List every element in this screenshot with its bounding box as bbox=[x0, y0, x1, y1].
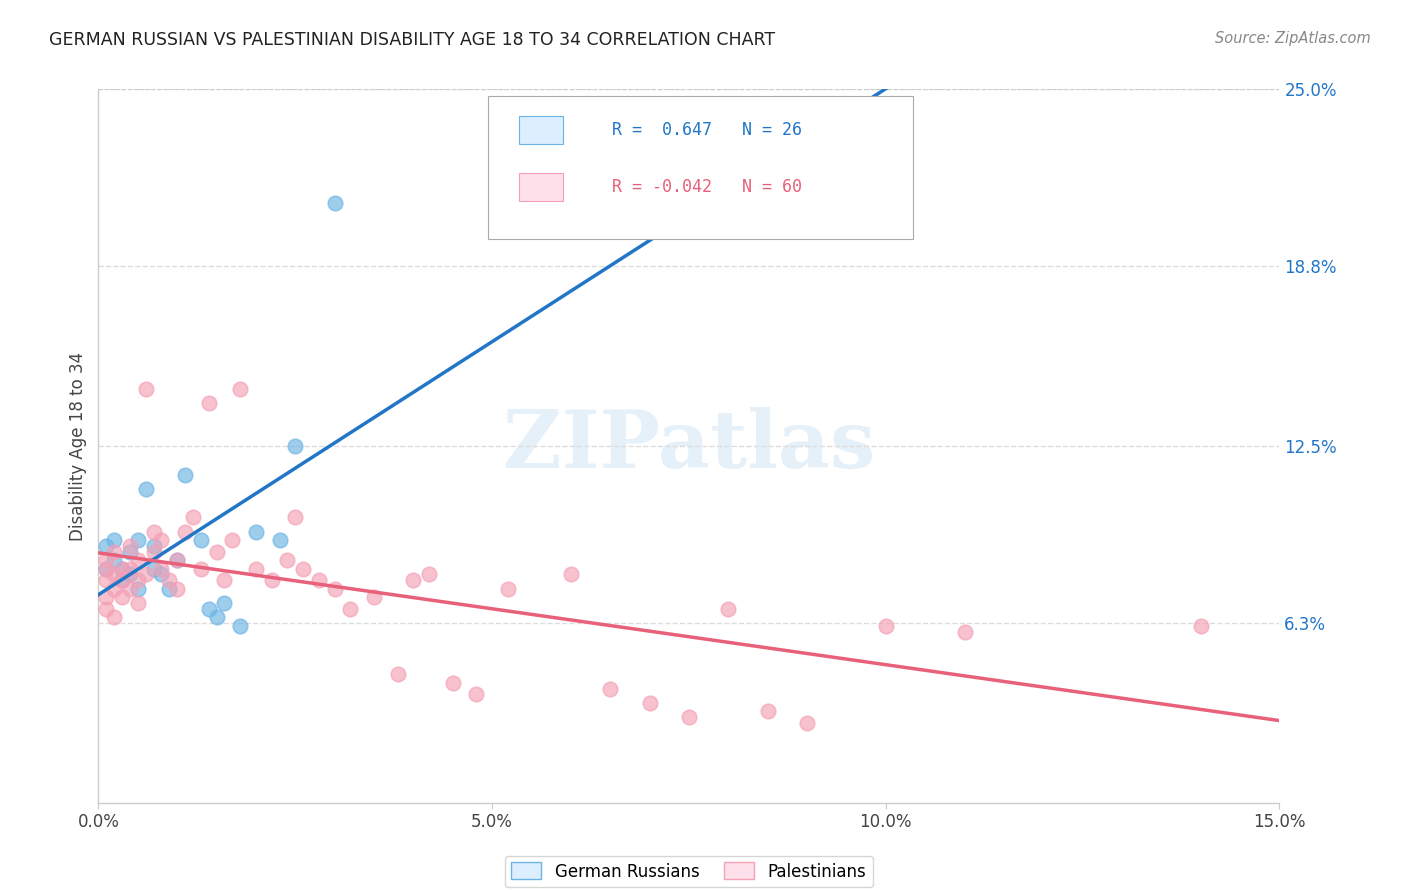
Point bbox=[135, 382, 157, 396]
Point bbox=[111, 562, 134, 576]
Point bbox=[875, 619, 897, 633]
Point bbox=[276, 553, 298, 567]
Text: R =  0.647   N = 26: R = 0.647 N = 26 bbox=[612, 121, 803, 139]
Point bbox=[103, 582, 125, 596]
Point bbox=[127, 533, 149, 548]
Point bbox=[174, 467, 197, 482]
Point bbox=[157, 582, 180, 596]
Point bbox=[245, 562, 267, 576]
Point bbox=[190, 533, 212, 548]
Point bbox=[214, 573, 236, 587]
Point bbox=[1189, 619, 1212, 633]
Point bbox=[111, 562, 134, 576]
Point bbox=[157, 573, 180, 587]
Point bbox=[103, 544, 125, 558]
Point bbox=[197, 396, 219, 410]
Point bbox=[181, 510, 204, 524]
Point bbox=[166, 553, 188, 567]
Point bbox=[142, 539, 165, 553]
Point bbox=[111, 573, 134, 587]
Point bbox=[118, 582, 141, 596]
Point bbox=[118, 562, 141, 576]
Point bbox=[308, 573, 330, 587]
Point bbox=[441, 676, 464, 690]
Point bbox=[166, 553, 188, 567]
Point bbox=[150, 567, 173, 582]
Point bbox=[323, 196, 346, 211]
Point bbox=[103, 567, 125, 582]
Point bbox=[166, 582, 188, 596]
FancyBboxPatch shape bbox=[488, 96, 914, 239]
Point bbox=[221, 533, 243, 548]
Point bbox=[118, 539, 141, 553]
Point bbox=[796, 715, 818, 730]
Point bbox=[142, 524, 165, 539]
Point bbox=[560, 567, 582, 582]
Text: GERMAN RUSSIAN VS PALESTINIAN DISABILITY AGE 18 TO 34 CORRELATION CHART: GERMAN RUSSIAN VS PALESTINIAN DISABILITY… bbox=[49, 31, 775, 49]
Point bbox=[96, 591, 118, 605]
Legend: German Russians, Palestinians: German Russians, Palestinians bbox=[505, 855, 873, 888]
Point bbox=[127, 596, 149, 610]
Text: Source: ZipAtlas.com: Source: ZipAtlas.com bbox=[1215, 31, 1371, 46]
Point bbox=[418, 567, 440, 582]
Point bbox=[269, 533, 291, 548]
Point bbox=[465, 687, 488, 701]
Point bbox=[127, 582, 149, 596]
Point bbox=[260, 573, 283, 587]
Point bbox=[127, 553, 149, 567]
Point bbox=[111, 591, 134, 605]
Point bbox=[118, 567, 141, 582]
Point bbox=[229, 619, 252, 633]
Point bbox=[135, 482, 157, 496]
Point bbox=[214, 596, 236, 610]
Point bbox=[103, 553, 125, 567]
Point bbox=[717, 601, 740, 615]
Point bbox=[402, 573, 425, 587]
Point bbox=[205, 544, 228, 558]
Point bbox=[103, 533, 125, 548]
Point bbox=[245, 524, 267, 539]
Point bbox=[387, 667, 409, 681]
Point bbox=[142, 562, 165, 576]
Point bbox=[229, 382, 252, 396]
Text: R = -0.042   N = 60: R = -0.042 N = 60 bbox=[612, 178, 803, 196]
FancyBboxPatch shape bbox=[519, 116, 562, 145]
Point bbox=[205, 610, 228, 624]
Point bbox=[756, 705, 779, 719]
Point bbox=[323, 582, 346, 596]
Point bbox=[142, 544, 165, 558]
Point bbox=[638, 696, 661, 710]
Point bbox=[363, 591, 385, 605]
Point bbox=[197, 601, 219, 615]
Point bbox=[284, 510, 307, 524]
Point bbox=[174, 524, 197, 539]
Point bbox=[292, 562, 315, 576]
Point bbox=[111, 573, 134, 587]
Point bbox=[127, 573, 149, 587]
Point bbox=[103, 610, 125, 624]
Point bbox=[599, 681, 621, 696]
Point bbox=[190, 562, 212, 576]
Text: ZIPatlas: ZIPatlas bbox=[503, 407, 875, 485]
Y-axis label: Disability Age 18 to 34: Disability Age 18 to 34 bbox=[69, 351, 87, 541]
FancyBboxPatch shape bbox=[519, 173, 562, 202]
Point bbox=[953, 624, 976, 639]
Point bbox=[284, 439, 307, 453]
Point bbox=[118, 544, 141, 558]
Point bbox=[150, 533, 173, 548]
Point bbox=[96, 562, 118, 576]
Point bbox=[339, 601, 361, 615]
Point bbox=[150, 562, 173, 576]
Point bbox=[96, 601, 118, 615]
Point bbox=[96, 553, 118, 567]
Point bbox=[96, 539, 118, 553]
Point bbox=[96, 562, 118, 576]
Point bbox=[496, 582, 519, 596]
Point bbox=[96, 573, 118, 587]
Point bbox=[135, 567, 157, 582]
Point bbox=[678, 710, 700, 724]
